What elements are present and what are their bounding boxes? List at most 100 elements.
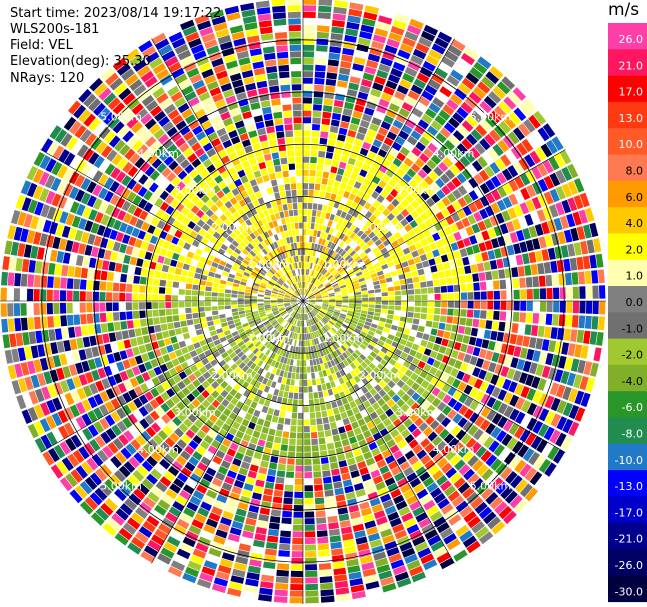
range-gate bbox=[115, 171, 127, 183]
range-gate bbox=[320, 211, 326, 219]
range-gate bbox=[303, 11, 316, 18]
range-gate bbox=[220, 380, 229, 389]
range-gate bbox=[58, 238, 68, 251]
range-gate bbox=[303, 143, 310, 150]
range-gate bbox=[286, 405, 292, 412]
range-gate bbox=[411, 343, 420, 351]
range-gate bbox=[276, 396, 283, 404]
range-gate bbox=[432, 321, 439, 329]
range-gate bbox=[526, 388, 537, 401]
range-gate bbox=[293, 110, 302, 117]
range-gate bbox=[558, 355, 567, 369]
range-gate bbox=[178, 301, 185, 308]
range-gate bbox=[261, 426, 269, 434]
range-gate bbox=[322, 303, 329, 305]
range-gate bbox=[177, 380, 186, 390]
range-gate bbox=[346, 372, 353, 380]
range-gate bbox=[283, 299, 290, 301]
range-gate bbox=[191, 290, 199, 296]
range-gate bbox=[389, 517, 402, 528]
range-gate bbox=[397, 343, 405, 351]
range-gate bbox=[354, 255, 361, 262]
range-gate bbox=[74, 326, 82, 337]
range-gate bbox=[521, 138, 534, 153]
range-gate bbox=[185, 301, 192, 308]
range-gate bbox=[369, 411, 378, 420]
range-gate bbox=[438, 322, 446, 330]
range-gate bbox=[117, 125, 130, 138]
range-gate bbox=[445, 169, 456, 180]
range-gate bbox=[208, 367, 216, 376]
range-gate bbox=[277, 270, 283, 277]
range-gate bbox=[380, 247, 388, 255]
range-gate bbox=[597, 269, 605, 284]
range-gate bbox=[329, 345, 335, 352]
range-gate bbox=[500, 246, 509, 257]
range-gate bbox=[297, 189, 303, 196]
range-gate bbox=[241, 139, 251, 148]
range-gate bbox=[120, 447, 132, 460]
range-gate bbox=[244, 292, 251, 296]
range-gate bbox=[289, 345, 294, 352]
range-gate bbox=[399, 279, 407, 285]
range-gate bbox=[244, 196, 252, 204]
range-gate bbox=[403, 518, 417, 529]
range-gate bbox=[420, 438, 431, 448]
range-gate bbox=[312, 464, 321, 472]
range-gate bbox=[320, 310, 326, 314]
range-gate bbox=[96, 449, 109, 463]
range-gate bbox=[430, 328, 438, 336]
range-gate bbox=[297, 320, 300, 327]
range-gate bbox=[304, 426, 310, 433]
range-gate bbox=[134, 238, 143, 249]
range-gate bbox=[318, 150, 326, 158]
range-gate bbox=[512, 278, 520, 289]
range-gate bbox=[334, 333, 340, 340]
range-gate bbox=[144, 118, 157, 130]
range-gate bbox=[168, 31, 183, 43]
range-gate bbox=[296, 262, 300, 269]
range-gate bbox=[468, 376, 477, 387]
range-gate bbox=[264, 548, 277, 556]
range-gate bbox=[584, 315, 592, 329]
range-gate bbox=[322, 295, 329, 298]
range-gate bbox=[247, 407, 255, 415]
range-gate bbox=[222, 510, 234, 520]
range-gate bbox=[511, 267, 519, 278]
range-gate bbox=[394, 529, 408, 540]
range-gate bbox=[285, 292, 292, 296]
range-gate bbox=[309, 301, 316, 303]
range-gate bbox=[237, 225, 245, 233]
range-gate bbox=[493, 125, 506, 138]
range-gate bbox=[272, 220, 278, 228]
range-gate bbox=[335, 304, 342, 307]
range-gate bbox=[585, 377, 596, 393]
range-gate bbox=[333, 6, 347, 15]
range-gate bbox=[310, 143, 319, 151]
range-gate bbox=[377, 398, 386, 407]
range-gate bbox=[283, 298, 290, 300]
range-gate bbox=[499, 223, 509, 235]
range-gate bbox=[243, 337, 250, 344]
range-gate bbox=[291, 296, 297, 299]
range-gate bbox=[82, 336, 91, 348]
range-gate bbox=[344, 213, 352, 221]
range-gate bbox=[2, 334, 11, 349]
range-gate bbox=[275, 582, 289, 590]
range-gate bbox=[316, 299, 323, 301]
range-gate bbox=[460, 283, 467, 292]
range-gate bbox=[172, 281, 180, 288]
range-gate bbox=[161, 167, 172, 178]
range-gate bbox=[93, 82, 108, 97]
range-gate bbox=[294, 491, 303, 498]
range-gate bbox=[315, 297, 322, 299]
range-gate bbox=[161, 50, 176, 62]
range-gate bbox=[81, 399, 92, 412]
range-gate bbox=[304, 288, 306, 295]
range-gate bbox=[279, 308, 285, 312]
range-gate bbox=[333, 285, 340, 289]
range-gate bbox=[299, 275, 301, 282]
range-gate bbox=[425, 108, 437, 119]
range-gate bbox=[259, 270, 266, 276]
range-gate bbox=[48, 329, 56, 342]
